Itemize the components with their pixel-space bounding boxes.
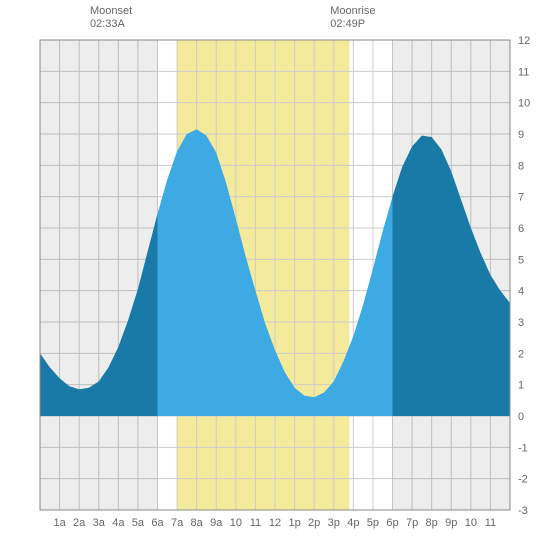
y-tick-label: 4	[518, 286, 524, 298]
x-tick-label: 3p	[328, 517, 340, 529]
moonset-label: Moonset 02:33A	[90, 5, 132, 31]
x-tick-label: 8a	[191, 517, 204, 529]
x-tick-label: 7p	[406, 517, 418, 529]
y-tick-label: -1	[518, 442, 528, 454]
x-tick-label: 5p	[367, 517, 379, 529]
y-tick-label: 3	[518, 317, 524, 329]
x-tick-label: 1p	[288, 517, 300, 529]
moonrise-time: 02:49P	[330, 18, 375, 31]
y-tick-label: 0	[518, 411, 524, 423]
x-tick-label: 3a	[93, 517, 106, 529]
x-tick-label: 4p	[347, 517, 359, 529]
moonset-title: Moonset	[90, 5, 132, 18]
x-tick-label: 11	[250, 517, 261, 529]
x-tick-label: 10	[230, 517, 242, 529]
night-shade	[40, 40, 158, 510]
x-tick-label: 2p	[308, 517, 320, 529]
y-tick-label: 8	[518, 160, 524, 172]
x-tick-label: 5a	[132, 517, 145, 529]
x-tick-label: 2a	[73, 517, 86, 529]
x-tick-label: 7a	[171, 517, 184, 529]
x-tick-label: 10	[465, 517, 477, 529]
y-tick-label: 12	[518, 35, 530, 47]
y-tick-label: -3	[518, 505, 528, 517]
x-tick-label: 6a	[151, 517, 164, 529]
y-tick-label: 9	[518, 129, 524, 141]
y-tick-label: -2	[518, 474, 528, 486]
x-tick-label: 9a	[210, 517, 223, 529]
x-tick-label: 8p	[426, 517, 438, 529]
x-tick-label: 1a	[53, 517, 66, 529]
tide-chart-svg: 1a2a3a4a5a6a7a8a9a1011121p2p3p4p5p6p7p8p…	[0, 0, 550, 550]
y-tick-label: 7	[518, 192, 524, 204]
x-tick-label: 12	[269, 517, 281, 529]
night-shade	[393, 40, 511, 510]
x-tick-label: 4a	[112, 517, 125, 529]
y-tick-label: 10	[518, 98, 530, 110]
x-tick-label: 11	[485, 517, 496, 529]
x-tick-label: 9p	[445, 517, 457, 529]
moonrise-title: Moonrise	[330, 5, 375, 18]
y-tick-label: 1	[518, 380, 524, 392]
y-tick-label: 11	[518, 66, 529, 78]
y-tick-label: 2	[518, 348, 524, 360]
y-tick-label: 5	[518, 254, 524, 266]
y-tick-label: 6	[518, 223, 524, 235]
moonset-time: 02:33A	[90, 18, 132, 31]
x-tick-label: 6p	[386, 517, 398, 529]
moonrise-label: Moonrise 02:49P	[330, 5, 375, 31]
tide-chart-container: Moonset 02:33A Moonrise 02:49P 1a 2a 3a 4a 5…	[0, 0, 550, 550]
